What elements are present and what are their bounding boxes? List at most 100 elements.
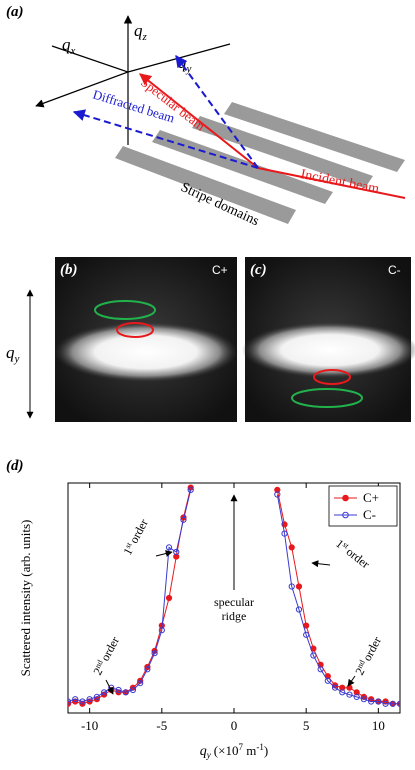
data-point xyxy=(375,698,382,705)
subscript: y xyxy=(186,63,192,75)
data-point xyxy=(368,698,375,705)
ordinal-suffix: st xyxy=(123,540,134,550)
data-point xyxy=(339,689,346,696)
stripe xyxy=(192,116,373,188)
unit: m xyxy=(243,743,256,758)
data-point xyxy=(353,693,360,701)
x-axis-label: qy (×107 m-1) xyxy=(200,742,268,760)
data-point xyxy=(295,583,303,590)
data-point xyxy=(144,666,151,673)
specular-beam xyxy=(139,73,259,169)
symbol: q xyxy=(6,343,15,362)
data-point xyxy=(288,583,295,590)
data-point xyxy=(86,696,93,703)
ordinal-number: 2 xyxy=(352,666,367,678)
diffracted-beam xyxy=(175,55,259,169)
subscript: y xyxy=(206,750,211,760)
x-tick-label: 5 xyxy=(303,718,310,733)
helicity-label: C+ xyxy=(212,263,228,277)
data-point xyxy=(274,486,281,493)
data-point xyxy=(122,689,129,696)
stripe xyxy=(224,102,405,172)
ordinal-number: 2 xyxy=(90,666,105,678)
specular-glow xyxy=(242,322,415,378)
annotation-arrow xyxy=(105,679,114,695)
data-point xyxy=(303,631,310,638)
annotation: 1storder xyxy=(333,536,372,571)
x-tick-label: 10 xyxy=(372,718,385,733)
exponent: 7 xyxy=(238,742,243,752)
data-point xyxy=(317,666,324,673)
legend-box xyxy=(328,485,398,527)
legend-label: C- xyxy=(363,507,376,522)
annotation-arrow xyxy=(347,675,356,687)
data-point xyxy=(187,486,194,493)
annotation: 1storder xyxy=(120,517,151,558)
panel-label: (a) xyxy=(6,4,24,20)
data-point xyxy=(79,698,86,705)
panel-label: (b) xyxy=(60,262,78,278)
symbol: q xyxy=(134,21,143,40)
data-point xyxy=(180,516,187,523)
ordinal-word: order xyxy=(360,634,384,663)
data-point xyxy=(339,684,346,691)
data-point xyxy=(115,686,122,694)
data-point xyxy=(396,700,400,707)
data-point xyxy=(353,689,360,696)
unit-exponent: -1 xyxy=(256,742,264,752)
data-point xyxy=(173,553,180,560)
data-point xyxy=(382,700,389,707)
ordinal-word: order xyxy=(344,545,373,572)
qy-label: qy xyxy=(178,53,192,75)
y-axis-label: Scattered intensity (arb. units) xyxy=(18,520,33,677)
ordinal-suffix: nd xyxy=(93,658,105,669)
annotation-arrow xyxy=(155,550,173,557)
panel-label: (c) xyxy=(250,262,267,278)
annotation: 2ndorder xyxy=(352,634,384,677)
legend-marker xyxy=(342,494,349,502)
stripe xyxy=(115,146,296,224)
symbol: q xyxy=(200,744,207,759)
data-point xyxy=(346,691,353,698)
qy-label: qy xyxy=(6,343,20,365)
data-point xyxy=(274,491,281,498)
legend-marker xyxy=(342,511,349,519)
data-point xyxy=(137,680,144,687)
axis-line xyxy=(51,45,129,73)
data-point xyxy=(100,689,108,696)
data-point xyxy=(281,530,288,537)
data-point xyxy=(158,627,165,634)
incident-beam xyxy=(257,167,406,199)
data-point xyxy=(295,606,303,613)
legend-label: C+ xyxy=(363,490,379,505)
ordinal-number: 1 xyxy=(120,546,135,558)
unit-prefix: (×10 xyxy=(214,743,239,758)
annotation: ridge xyxy=(222,609,247,623)
ordinal-suffix: st xyxy=(341,540,351,551)
stripe xyxy=(152,130,333,204)
axes xyxy=(35,15,231,145)
panel-a: (a) qx qz qy Specular beam Diffracted be… xyxy=(6,4,406,229)
qz-label: qz xyxy=(134,21,148,43)
close: ) xyxy=(264,743,268,758)
data-point xyxy=(288,544,295,551)
green-roi xyxy=(94,300,156,320)
red-roi xyxy=(116,322,154,338)
helicity-label: C- xyxy=(388,263,401,277)
ordinal-word: order xyxy=(127,517,151,546)
qx-axis xyxy=(35,71,129,108)
panel-label: (d) xyxy=(6,458,24,474)
symbol: q xyxy=(62,35,71,54)
panel-c: (c) C- xyxy=(242,257,415,422)
qx-label: qx xyxy=(62,35,76,57)
data-point xyxy=(165,544,173,551)
annotation: specular xyxy=(214,595,254,609)
diffracted-beam xyxy=(72,109,259,169)
annotation-arrow xyxy=(311,560,331,568)
data-point xyxy=(389,700,396,707)
data-point xyxy=(165,594,173,602)
x-tick-label: -10 xyxy=(81,718,98,733)
